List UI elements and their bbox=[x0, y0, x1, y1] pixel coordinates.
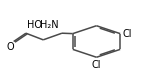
Text: Cl: Cl bbox=[122, 29, 132, 39]
Text: Cl: Cl bbox=[92, 60, 101, 70]
Text: H₂N: H₂N bbox=[40, 20, 59, 30]
Text: HO: HO bbox=[27, 20, 42, 30]
Text: O: O bbox=[7, 42, 15, 52]
